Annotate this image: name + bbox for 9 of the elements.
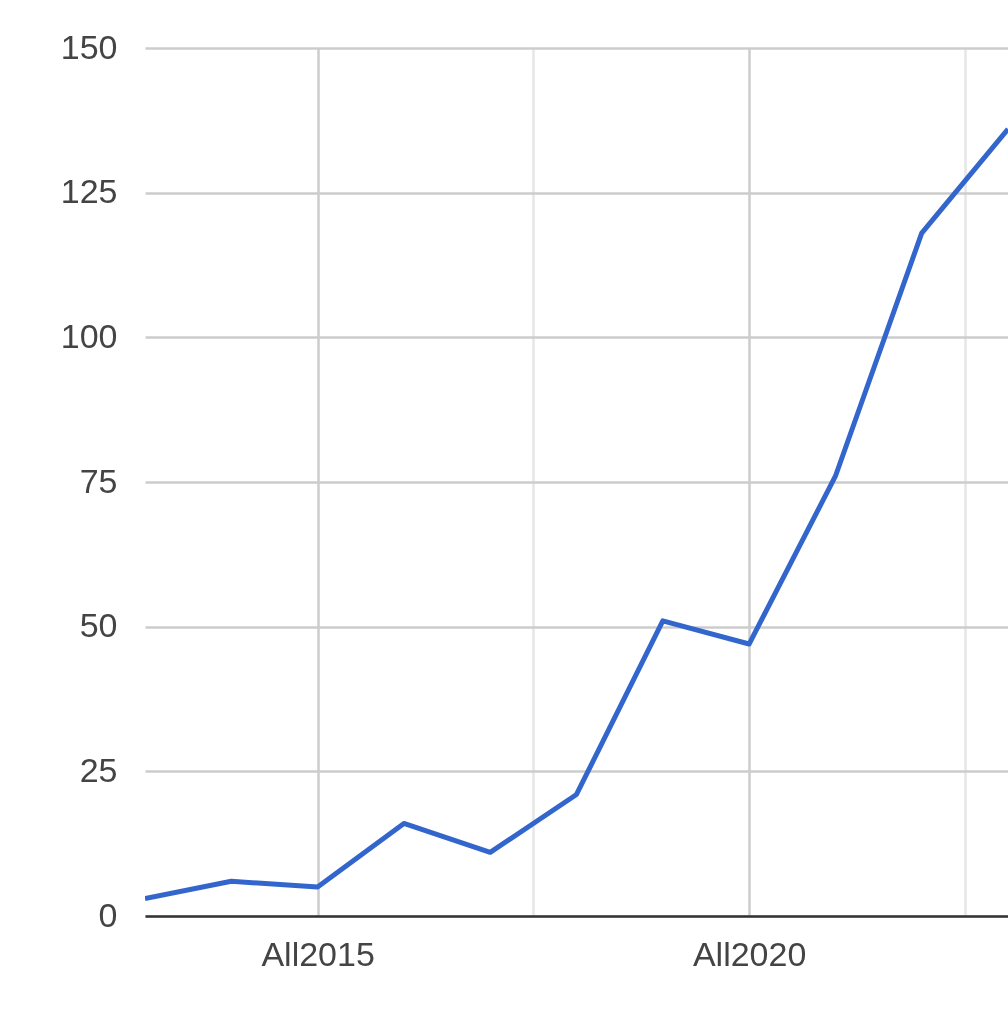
y-tick-label: 0: [98, 895, 118, 934]
y-tick-label: 75: [79, 461, 118, 500]
x-tick-label: All2015: [261, 934, 375, 973]
y-tick-label: 100: [60, 316, 118, 355]
y-tick-label: 150: [60, 27, 118, 66]
y-tick-label: 25: [79, 750, 118, 789]
y-tick-label: 50: [79, 606, 118, 645]
x-tick-label: All2020: [692, 934, 807, 973]
y-tick-label: 125: [60, 172, 118, 211]
